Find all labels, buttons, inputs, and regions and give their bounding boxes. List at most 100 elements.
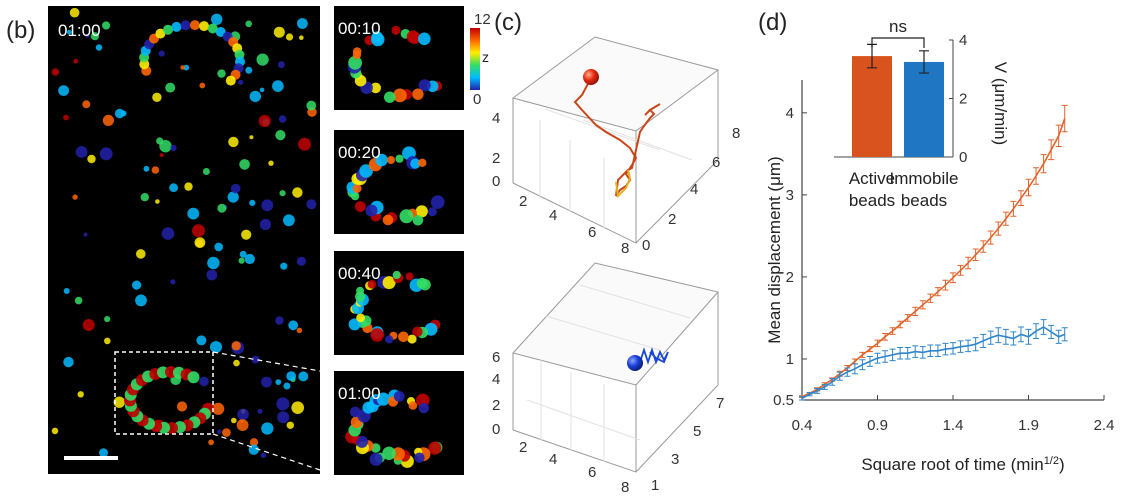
bead-blob	[365, 204, 378, 217]
bead-blob	[207, 256, 220, 270]
main-timestamp: 01:00	[58, 21, 101, 40]
bead-blob	[375, 153, 388, 167]
error-bar	[965, 339, 972, 353]
bar-y-tick-label: 4	[959, 32, 967, 49]
bead-blob	[51, 427, 59, 435]
inset-timestamp-2: 00:20	[338, 143, 381, 162]
bead-blob	[412, 88, 424, 100]
bead-blob	[187, 371, 200, 384]
bead-blob	[430, 195, 445, 209]
x-tick: 6	[588, 224, 596, 241]
z-tick: 0	[492, 421, 500, 438]
bead-blob	[63, 288, 70, 294]
error-bar	[814, 388, 821, 394]
inset-beads	[345, 25, 445, 468]
zoom-region-box	[114, 351, 214, 435]
bead-blob	[356, 286, 365, 295]
box-bottom-edges	[512, 159, 719, 244]
bead-blob	[299, 35, 304, 40]
bead-blob	[140, 193, 149, 202]
bead-blob	[217, 69, 226, 78]
bead-blob	[136, 249, 146, 259]
bead-blob	[392, 270, 401, 280]
bead-blob	[412, 326, 423, 337]
bead-blob	[382, 276, 396, 290]
bead-blob	[418, 32, 431, 46]
y-tick-label: 2	[786, 269, 794, 286]
velocity-inset-chart: 0 2 4 V (μm/min) Active beads Immobile beads ns	[834, 17, 1010, 210]
bead-blob	[73, 58, 79, 64]
bead-blob	[385, 335, 394, 344]
bead-blob	[268, 160, 274, 166]
bead-blob	[199, 82, 206, 89]
bead-blob	[176, 401, 188, 412]
z-tick: 4	[492, 371, 500, 388]
bead-blob	[152, 92, 162, 103]
colorbar-max: 12	[474, 11, 491, 28]
grid-lines	[539, 108, 693, 229]
bead-blob	[214, 242, 223, 252]
bead-blob	[74, 296, 83, 305]
bead-blob	[163, 24, 173, 35]
error-bar	[987, 330, 994, 345]
bead-blob	[405, 272, 414, 281]
error-bar	[972, 337, 979, 352]
x-tick-label: 1.4	[943, 417, 964, 434]
bead-blob	[370, 328, 385, 342]
bead-blob	[259, 218, 272, 231]
bead-blob	[273, 26, 285, 38]
error-bar	[844, 367, 851, 377]
bead-blob	[143, 165, 150, 172]
bead-blob	[169, 183, 179, 193]
bead-blob	[261, 199, 274, 212]
bead-blob	[238, 257, 245, 264]
error-bar	[866, 356, 873, 367]
x-tick-label: 2.4	[1094, 417, 1115, 434]
x-tick: 2	[519, 439, 527, 456]
bar-category-label: Active	[849, 169, 895, 188]
bead-blob	[410, 158, 421, 169]
immobile-bead	[627, 355, 643, 371]
x-tick: 8	[621, 479, 629, 496]
y-tick-label: 1	[786, 351, 794, 368]
bead-blob	[395, 154, 404, 163]
error-bar	[972, 248, 979, 262]
bead-blob	[352, 47, 362, 56]
bead-blob	[369, 452, 383, 466]
error-bar	[1002, 328, 1009, 345]
bead-blob	[306, 100, 317, 111]
bead-blob	[63, 356, 74, 368]
bead-blob	[77, 391, 84, 398]
bead-blob	[371, 32, 385, 47]
bead-blob	[276, 397, 290, 411]
y-tick-label: 0.5	[773, 392, 794, 409]
bead-blob	[199, 376, 209, 387]
bead-blob	[296, 327, 303, 334]
bead-blob	[283, 214, 295, 227]
bead-blob	[239, 159, 250, 170]
bead-blob	[272, 80, 284, 92]
bead-blob	[69, 7, 80, 18]
error-bar	[874, 352, 881, 364]
bead-blob	[225, 75, 236, 86]
bead-blob	[370, 82, 382, 94]
x-tick-label: 0.4	[792, 417, 813, 434]
bead-blob	[155, 28, 166, 39]
z-tick: 2	[492, 397, 500, 414]
error-bar	[957, 264, 964, 276]
bead-blob	[90, 32, 99, 41]
x-tick-label: 1.9	[1018, 417, 1039, 434]
bead-blob	[384, 91, 396, 103]
bead-blob	[352, 184, 362, 193]
bead-blob	[170, 144, 177, 152]
bead-blob	[428, 441, 442, 455]
bead-blob	[407, 334, 417, 344]
bead-blob	[202, 168, 210, 175]
bead-blob	[245, 20, 252, 28]
z-tick: 2	[492, 150, 500, 167]
active-bead	[583, 69, 599, 85]
bead-blob	[244, 253, 255, 265]
bead-blob	[251, 355, 260, 364]
bead-blob	[212, 402, 225, 415]
